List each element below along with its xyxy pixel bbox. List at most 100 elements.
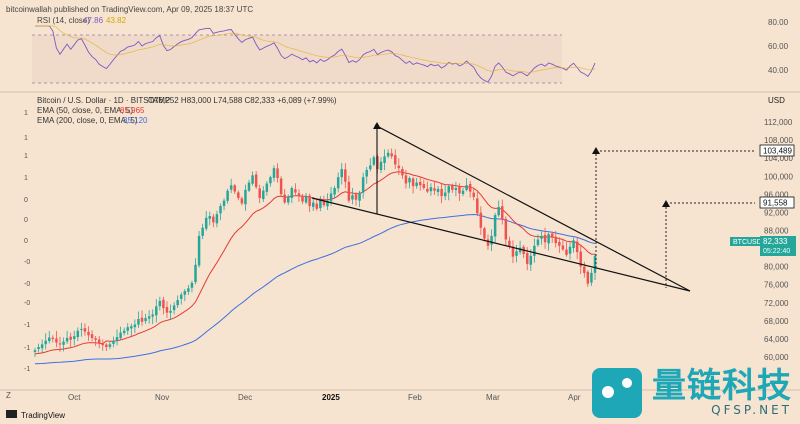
candle-body xyxy=(476,198,479,214)
ema200-path xyxy=(34,213,596,365)
candle-body xyxy=(572,240,575,249)
time-axis-label: Dec xyxy=(238,393,252,402)
candle-body xyxy=(58,343,62,345)
candle-body xyxy=(229,185,233,190)
candle-body xyxy=(315,203,319,209)
price-axis-tick: 108,000 xyxy=(764,136,793,145)
candle-body xyxy=(69,336,72,340)
candle-body xyxy=(204,217,208,229)
candle-body xyxy=(379,161,383,170)
candle-body xyxy=(279,178,283,195)
candle-body xyxy=(454,187,458,191)
candle-body xyxy=(304,196,308,203)
candle-body xyxy=(340,169,343,178)
candle-body xyxy=(347,181,351,201)
price-tag-high[interactable]: 103,489 xyxy=(759,144,795,157)
candle-body xyxy=(65,337,69,342)
candle-body xyxy=(272,168,276,178)
time-axis-label: Nov xyxy=(155,393,169,402)
candle-body xyxy=(87,331,90,336)
candle-body xyxy=(262,190,265,200)
candle-body xyxy=(383,156,386,163)
candle-body xyxy=(194,264,197,283)
candle-body xyxy=(401,169,404,176)
candle-body xyxy=(319,199,322,209)
candle-body xyxy=(33,350,37,352)
candle-body xyxy=(222,200,226,206)
price-axis[interactable]: 112,000 108,000 104,000 100,000 96,000 92,000… xyxy=(764,118,793,362)
candle-body xyxy=(244,189,247,205)
candle-body xyxy=(237,192,240,198)
candle-body xyxy=(169,310,172,313)
candle-body xyxy=(155,306,158,316)
candle-body xyxy=(126,327,129,331)
candle-body xyxy=(579,251,582,267)
candle-body xyxy=(144,318,147,322)
candle-body xyxy=(361,177,365,193)
price-axis-tick: 104,000 xyxy=(764,154,793,163)
candle-body xyxy=(593,256,597,273)
candle-body xyxy=(247,182,251,191)
candle-body xyxy=(508,240,511,247)
tradingview-footer: TradingView xyxy=(6,410,65,420)
candle-body xyxy=(354,194,358,200)
rsi-tick: 40.00 xyxy=(768,66,789,75)
candle-body xyxy=(179,294,183,299)
candle-body xyxy=(543,234,547,243)
svg-text:0: 0 xyxy=(24,197,28,204)
falling-wedge xyxy=(311,122,755,292)
svg-text:1: 1 xyxy=(24,175,28,182)
price-axis-tick: 76,000 xyxy=(764,281,789,290)
candle-body xyxy=(311,202,315,207)
candle-body xyxy=(518,247,522,253)
rsi-tick: 80.00 xyxy=(768,18,789,27)
scale-mode-icon[interactable]: Z xyxy=(6,391,11,400)
time-axis-label: Feb xyxy=(408,393,422,402)
candle-body xyxy=(201,227,204,236)
candle-body xyxy=(140,317,144,322)
candle-body xyxy=(536,239,540,246)
candle-body xyxy=(533,245,536,256)
candle-body xyxy=(219,206,222,214)
candle-body xyxy=(254,174,258,188)
candle-body xyxy=(386,152,390,157)
candle-body xyxy=(187,288,190,292)
candle-body xyxy=(586,271,590,284)
candle-body xyxy=(397,165,401,169)
price-tag-text: 91,558 xyxy=(763,199,788,208)
time-axis-label: 2025 xyxy=(322,393,340,402)
candle-body xyxy=(212,216,215,223)
candle-body xyxy=(197,235,201,266)
candle-body xyxy=(501,206,504,220)
svg-text:1: 1 xyxy=(24,153,28,160)
price-axis-tick: 92,000 xyxy=(764,208,789,217)
candle-body xyxy=(369,165,372,170)
tradingview-logo-icon xyxy=(6,410,17,418)
ema50-label: EMA (50, close, 0, EMA, 5) xyxy=(37,106,133,115)
candle-body xyxy=(336,177,340,189)
candle-body xyxy=(308,195,311,207)
candle-body xyxy=(233,185,236,192)
ema50-value: 85,965 xyxy=(120,106,145,115)
left-scale: 1 1 1 1 0 0 0 -0 -0 -0 -1 -1 -1 xyxy=(24,110,30,373)
candle-body xyxy=(472,192,475,198)
btcusd-tag[interactable]: BTCUSD 82,333 05:22:40 xyxy=(730,236,796,256)
candle-body xyxy=(468,184,472,192)
candle-body xyxy=(436,188,440,192)
candle-body xyxy=(226,190,229,201)
ohlc-line: O76,252 H83,000 L74,588 C82,333 +6,089 (… xyxy=(148,96,337,105)
candle-body xyxy=(490,235,493,245)
price-axis-tick: 72,000 xyxy=(764,299,789,308)
candle-body xyxy=(565,249,568,255)
rsi-legend[interactable]: RSI (14, close) 47.86 43.82 xyxy=(37,16,127,25)
time-axis[interactable]: Oct Nov Dec 2025 Feb Mar Apr xyxy=(68,393,581,402)
svg-text:1: 1 xyxy=(24,135,28,142)
candle-body xyxy=(515,251,518,256)
time-axis-label: Apr xyxy=(568,393,581,402)
candle-body xyxy=(119,332,122,339)
watermark-title: 量链科技 xyxy=(652,366,792,406)
candle-body xyxy=(108,344,112,347)
price-tag-low[interactable]: 91,558 xyxy=(759,196,795,209)
svg-text:-1: -1 xyxy=(24,366,30,373)
